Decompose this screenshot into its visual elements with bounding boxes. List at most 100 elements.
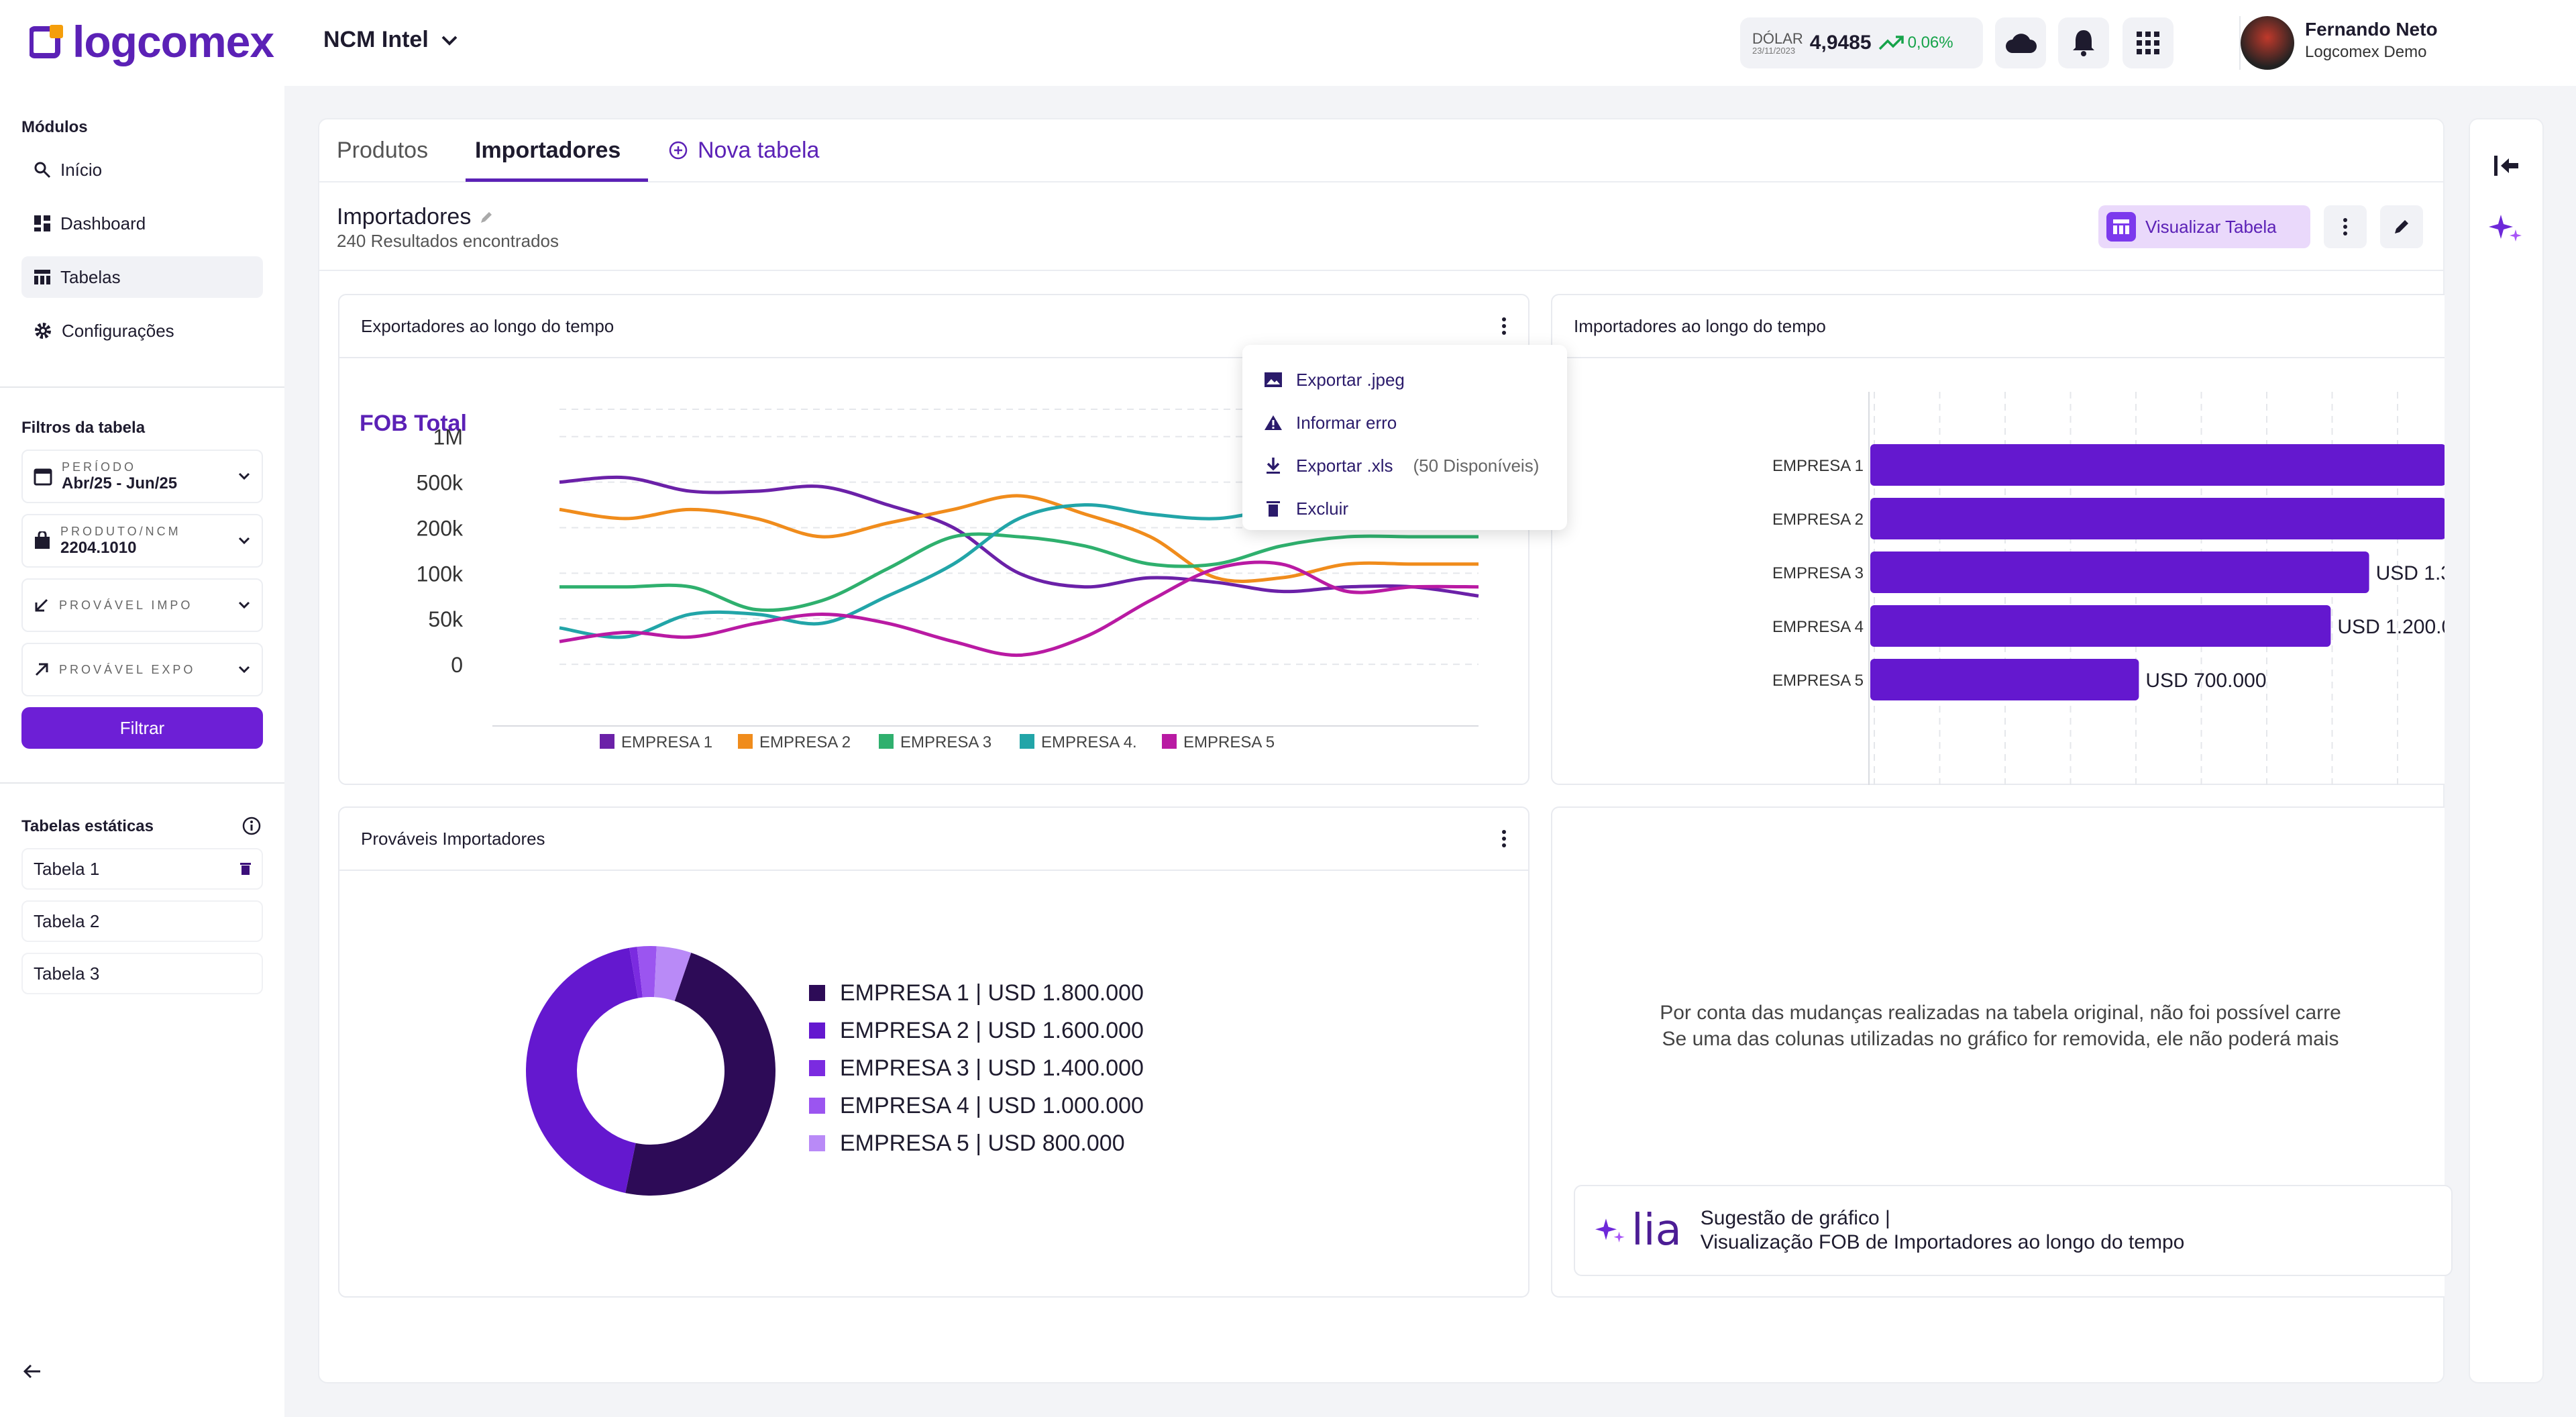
dollar-change: 0,06%	[1907, 34, 1953, 52]
pencil-icon	[2395, 220, 2408, 233]
menu-item-delete[interactable]: Excluir	[1264, 487, 1546, 530]
more-options-button[interactable]	[2324, 205, 2367, 248]
sidebar-item-tabelas[interactable]: Tabelas	[21, 256, 263, 298]
donut-slice-4	[637, 946, 657, 998]
legend-item: EMPRESA 2 | USD 1.600.000	[809, 1012, 1144, 1049]
category-label: EMPRESA 4	[1772, 618, 1864, 636]
logo[interactable]: logcomex	[30, 16, 274, 67]
dollar-label: DÓLAR	[1752, 30, 1803, 47]
chart-title: FOB Total	[360, 411, 467, 436]
legend-swatch	[879, 734, 894, 749]
tab-importadores[interactable]: Importadores	[475, 137, 621, 163]
calendar-icon	[34, 468, 52, 486]
avatar[interactable]	[2241, 16, 2294, 70]
legend-swatch	[1020, 734, 1034, 749]
static-table-item[interactable]: Tabela 2	[21, 900, 263, 942]
user-info[interactable]: Fernando Neto Logcomex Demo	[2305, 17, 2438, 63]
table-icon	[2113, 219, 2129, 234]
chevron-down-icon	[238, 537, 250, 545]
cloud-button[interactable]	[1995, 17, 2046, 68]
tab-nova-tabela[interactable]: Nova tabela	[668, 118, 819, 182]
trending-up-icon	[1878, 36, 1904, 50]
legend-swatch	[809, 985, 825, 1001]
module-selector[interactable]: NCM Intel	[323, 27, 458, 53]
menu-item-label: Exportar .xls	[1296, 455, 1393, 476]
trash-icon[interactable]	[240, 862, 251, 876]
static-table-label: Tabela 1	[34, 858, 100, 879]
bar-value-label: USD 1.200.000	[2337, 616, 2445, 638]
sparkles-icon[interactable]	[2489, 212, 2525, 244]
more-vertical-icon[interactable]	[1501, 829, 1507, 848]
apps-grid-icon	[2137, 32, 2159, 54]
filter-provavel-expo[interactable]: PROVÁVEL EXPO	[21, 643, 263, 696]
legend-label: EMPRESA 1 | USD 1.800.000	[840, 980, 1144, 1006]
filter-label: PRODUTO/NCM	[60, 524, 181, 538]
lia-logo-text: lia	[1631, 1206, 1682, 1255]
legend-label: EMPRESA 2 | USD 1.600.000	[840, 1017, 1144, 1043]
static-table-item[interactable]: Tabela 3	[21, 953, 263, 994]
dollar-value: 4,9485	[1809, 32, 1872, 54]
legend-swatch	[1162, 734, 1177, 749]
warning-message: Por conta das mudanças realizadas na tab…	[1556, 1000, 2445, 1052]
filter-button[interactable]: Filtrar	[21, 707, 263, 749]
lia-subtitle: Visualização FOB de Importadores ao long…	[1700, 1231, 2185, 1253]
lia-suggestion[interactable]: lia Sugestão de gráfico | Visualização F…	[1574, 1185, 2453, 1276]
shopping-bag-icon	[35, 531, 50, 549]
filter-value: 2204.1010	[60, 538, 137, 557]
legend-item: EMPRESA 5 | USD 800.000	[809, 1124, 1144, 1162]
menu-item-extra: (50 Disponíveis)	[1413, 455, 1540, 476]
arrow-left-icon[interactable]	[23, 1363, 42, 1379]
menu-item-export-jpeg[interactable]: Exportar .jpeg	[1264, 358, 1546, 401]
sidebar-item-label: Dashboard	[60, 213, 146, 233]
menu-item-export-xls[interactable]: Exportar .xls (50 Disponíveis)	[1264, 444, 1546, 487]
static-table-label: Tabela 3	[34, 963, 100, 984]
donut-slice-2	[526, 947, 639, 1194]
filter-label: PERÍODO	[62, 460, 137, 474]
legend-label: EMPRESA 4.	[1041, 733, 1137, 751]
more-vertical-icon[interactable]	[1501, 317, 1507, 335]
chevron-down-icon	[238, 472, 250, 480]
sidebar-item-configuracoes[interactable]: Configurações	[21, 310, 263, 352]
legend-label: EMPRESA 3 | USD 1.400.000	[840, 1055, 1144, 1081]
view-table-label: Visualizar Tabela	[2145, 216, 2277, 237]
apps-button[interactable]	[2123, 17, 2174, 68]
logo-mark-icon	[30, 25, 63, 58]
dollar-date: 23/11/2023	[1752, 45, 1796, 56]
card-title: Importadores ao longo do tempo	[1574, 315, 1826, 336]
search-icon	[34, 162, 51, 178]
arrow-down-left-icon	[35, 598, 48, 612]
legend-label: EMPRESA 5	[1183, 733, 1275, 751]
static-table-item[interactable]: Tabela 1	[21, 848, 263, 890]
filter-produto-ncm[interactable]: PRODUTO/NCM 2204.1010	[21, 514, 263, 568]
warning-line: Por conta das mudanças realizadas na tab…	[1660, 1002, 2341, 1024]
filters-title: Filtros da tabela	[21, 419, 146, 437]
tab-label: Nova tabela	[698, 137, 820, 163]
sidebar-item-dashboard[interactable]: Dashboard	[21, 203, 263, 244]
cloud-icon	[2006, 34, 2037, 53]
legend-item: EMPRESA 3 | USD 1.400.000	[809, 1049, 1144, 1087]
bar-value-label: USD 1.300.0	[2376, 562, 2445, 584]
donut-legend: EMPRESA 1 | USD 1.800.000 EMPRESA 2 | USD…	[809, 974, 1144, 1162]
menu-item-label: Informar erro	[1296, 412, 1397, 433]
filter-periodo[interactable]: PERÍODO Abr/25 - Jun/25	[21, 450, 263, 503]
legend-item: EMPRESA 1 | USD 1.800.000	[809, 974, 1144, 1012]
sparkles-icon	[1595, 1218, 1625, 1243]
sidebar-item-inicio[interactable]: Início	[21, 149, 263, 191]
notifications-button[interactable]	[2058, 17, 2109, 68]
warning-line: Se uma das colunas utilizadas no gráfico…	[1662, 1028, 2339, 1050]
dashboard-icon	[34, 215, 50, 231]
filter-provavel-impo[interactable]: PROVÁVEL IMPO	[21, 578, 263, 632]
tab-produtos[interactable]: Produtos	[337, 137, 429, 163]
donut-slice-1	[625, 953, 775, 1196]
bell-icon	[2073, 30, 2094, 56]
menu-item-label: Exportar .jpeg	[1296, 369, 1405, 390]
info-icon[interactable]	[241, 816, 262, 836]
view-table-button[interactable]: Visualizar Tabela	[2098, 205, 2310, 248]
menu-item-report-error[interactable]: Informar erro	[1264, 401, 1546, 444]
chevron-down-icon	[441, 36, 458, 46]
collapse-panel-icon[interactable]	[2493, 154, 2520, 177]
y-tick-label: 200k	[417, 516, 464, 540]
pencil-icon[interactable]	[479, 210, 494, 225]
edit-button[interactable]	[2380, 205, 2423, 248]
